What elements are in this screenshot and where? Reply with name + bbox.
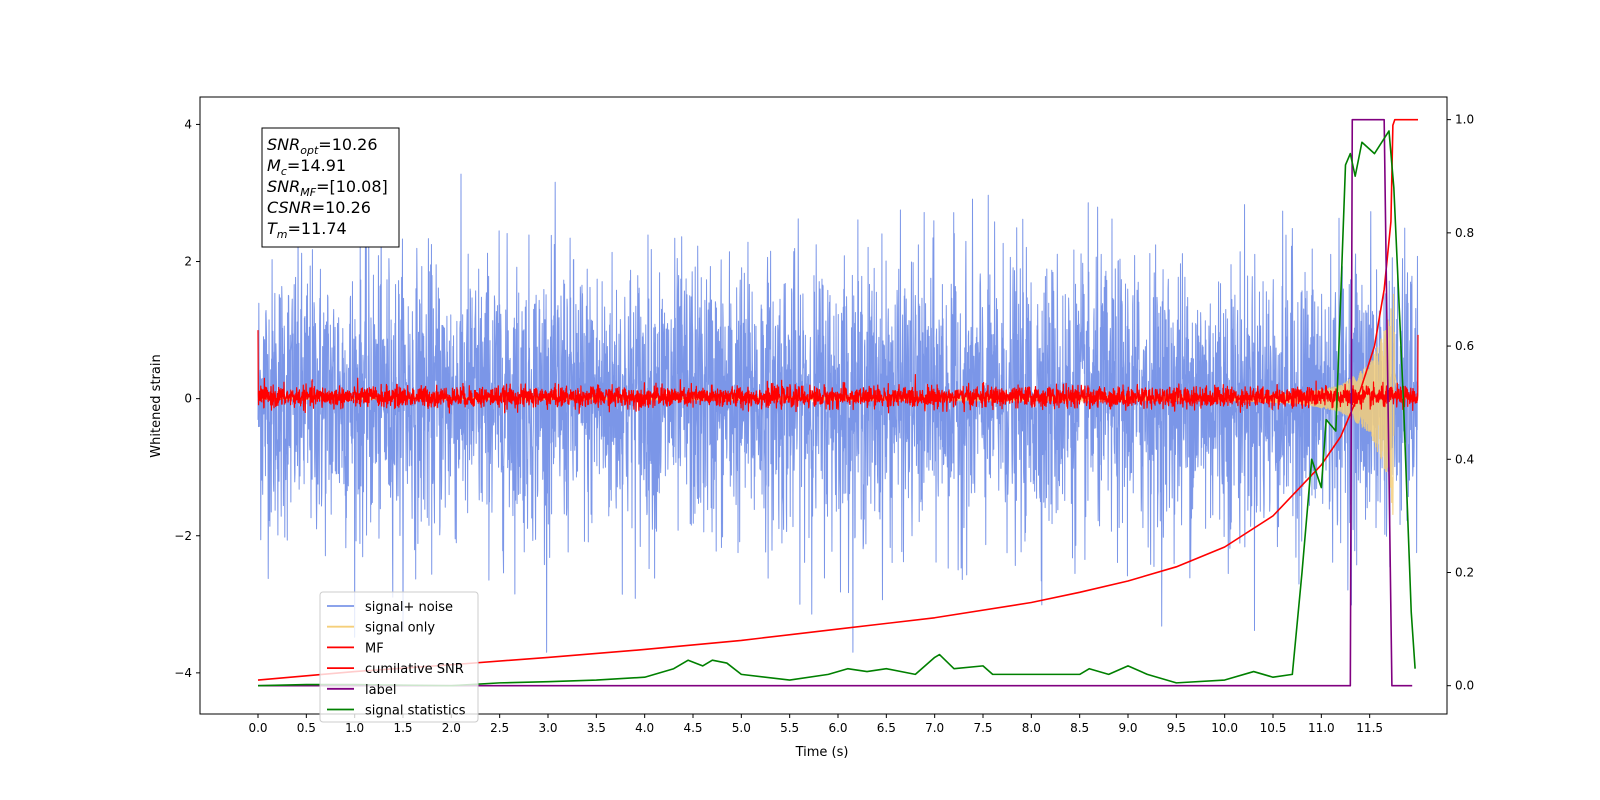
x-tick-label: 11.0 xyxy=(1308,721,1335,735)
x-tick-label: 4.0 xyxy=(635,721,654,735)
x-tick-label: 10.0 xyxy=(1211,721,1238,735)
y-tick-label: 4 xyxy=(184,117,192,131)
legend-frame xyxy=(319,591,479,723)
x-tick-label: 8.5 xyxy=(1070,721,1089,735)
x-tick-label: 11.5 xyxy=(1356,721,1383,735)
x-tick-label: 5.0 xyxy=(732,721,751,735)
x-axis: 0.0 0.5 1.0 1.5 2.0 2.5 3.0 3.5 4.0 4.5 5.0 5.5 6.0 6… xyxy=(248,714,1383,735)
annotation-line: CSNR=10.26 xyxy=(267,198,371,217)
y2-tick-label: 0.8 xyxy=(1455,226,1474,240)
x-tick-label: 2.0 xyxy=(442,721,461,735)
legend-label-mf: MF xyxy=(365,641,384,656)
y2-tick-label: 0.2 xyxy=(1455,565,1474,579)
legend: signal+ noise signal only MF cumilative SNR… xyxy=(319,591,479,723)
x-tick-label: 0.5 xyxy=(297,721,316,735)
series-signal-noise xyxy=(257,173,1419,653)
series-label xyxy=(258,118,1413,687)
x-tick-label: 8.0 xyxy=(1022,721,1041,735)
x-axis-label: Time (s) xyxy=(795,745,849,760)
annotation-line: Tm=11.74 xyxy=(267,219,347,241)
x-tick-label: 0.0 xyxy=(248,721,267,735)
y-tick-label: 0 xyxy=(184,392,192,406)
legend-label-signal-noise: signal+ noise xyxy=(365,600,453,615)
x-tick-label: 1.0 xyxy=(345,721,364,735)
x-tick-label: 7.0 xyxy=(925,721,944,735)
x-tick-label: 5.5 xyxy=(780,721,799,735)
x-tick-label: 10.5 xyxy=(1260,721,1287,735)
y2-tick-label: 0.0 xyxy=(1455,679,1474,693)
legend-label-signal-only: signal only xyxy=(365,621,435,636)
x-tick-label: 4.5 xyxy=(683,721,702,735)
y-axis-left: −4 −2 0 2 4 xyxy=(174,117,200,680)
legend-label-signal-statistics: signal statistics xyxy=(365,704,466,719)
y2-tick-label: 0.4 xyxy=(1455,452,1474,466)
y2-tick-label: 1.0 xyxy=(1455,113,1474,127)
y-tick-label: 2 xyxy=(184,255,192,269)
x-tick-label: 6.0 xyxy=(828,721,847,735)
series-mf xyxy=(257,330,1419,414)
legend-label-label: label xyxy=(365,683,396,698)
legend-label-cumilative-snr: cumilative SNR xyxy=(365,662,464,677)
y-axis-label: Whitened strain xyxy=(149,354,164,457)
x-tick-label: 9.5 xyxy=(1167,721,1186,735)
annotation-box-frame xyxy=(261,127,400,248)
x-tick-label: 3.5 xyxy=(587,721,606,735)
x-tick-label: 2.5 xyxy=(490,721,509,735)
y-axis-right: 0.0 0.2 0.4 0.6 0.8 1.0 xyxy=(1447,113,1474,693)
x-tick-label: 9.0 xyxy=(1118,721,1137,735)
x-tick-label: 1.5 xyxy=(393,721,412,735)
x-tick-label: 3.0 xyxy=(538,721,557,735)
annotation-line: SNRMF=[10.08] xyxy=(267,177,388,199)
series-layer xyxy=(257,118,1419,687)
annotation-line: Mc=14.91 xyxy=(267,156,346,178)
plot-frame xyxy=(199,96,1448,715)
x-tick-label: 6.5 xyxy=(877,721,896,735)
y-tick-label: −4 xyxy=(174,666,192,680)
series-signal-statistics xyxy=(257,130,1416,687)
annotation-line: SNRopt=10.26 xyxy=(267,135,378,157)
annotation-box: SNRopt=10.26Mc=14.91SNRMF=[10.08]CSNR=10… xyxy=(261,127,400,248)
x-tick-label: 7.5 xyxy=(973,721,992,735)
y2-tick-label: 0.6 xyxy=(1455,339,1474,353)
y-tick-label: −2 xyxy=(174,529,192,543)
